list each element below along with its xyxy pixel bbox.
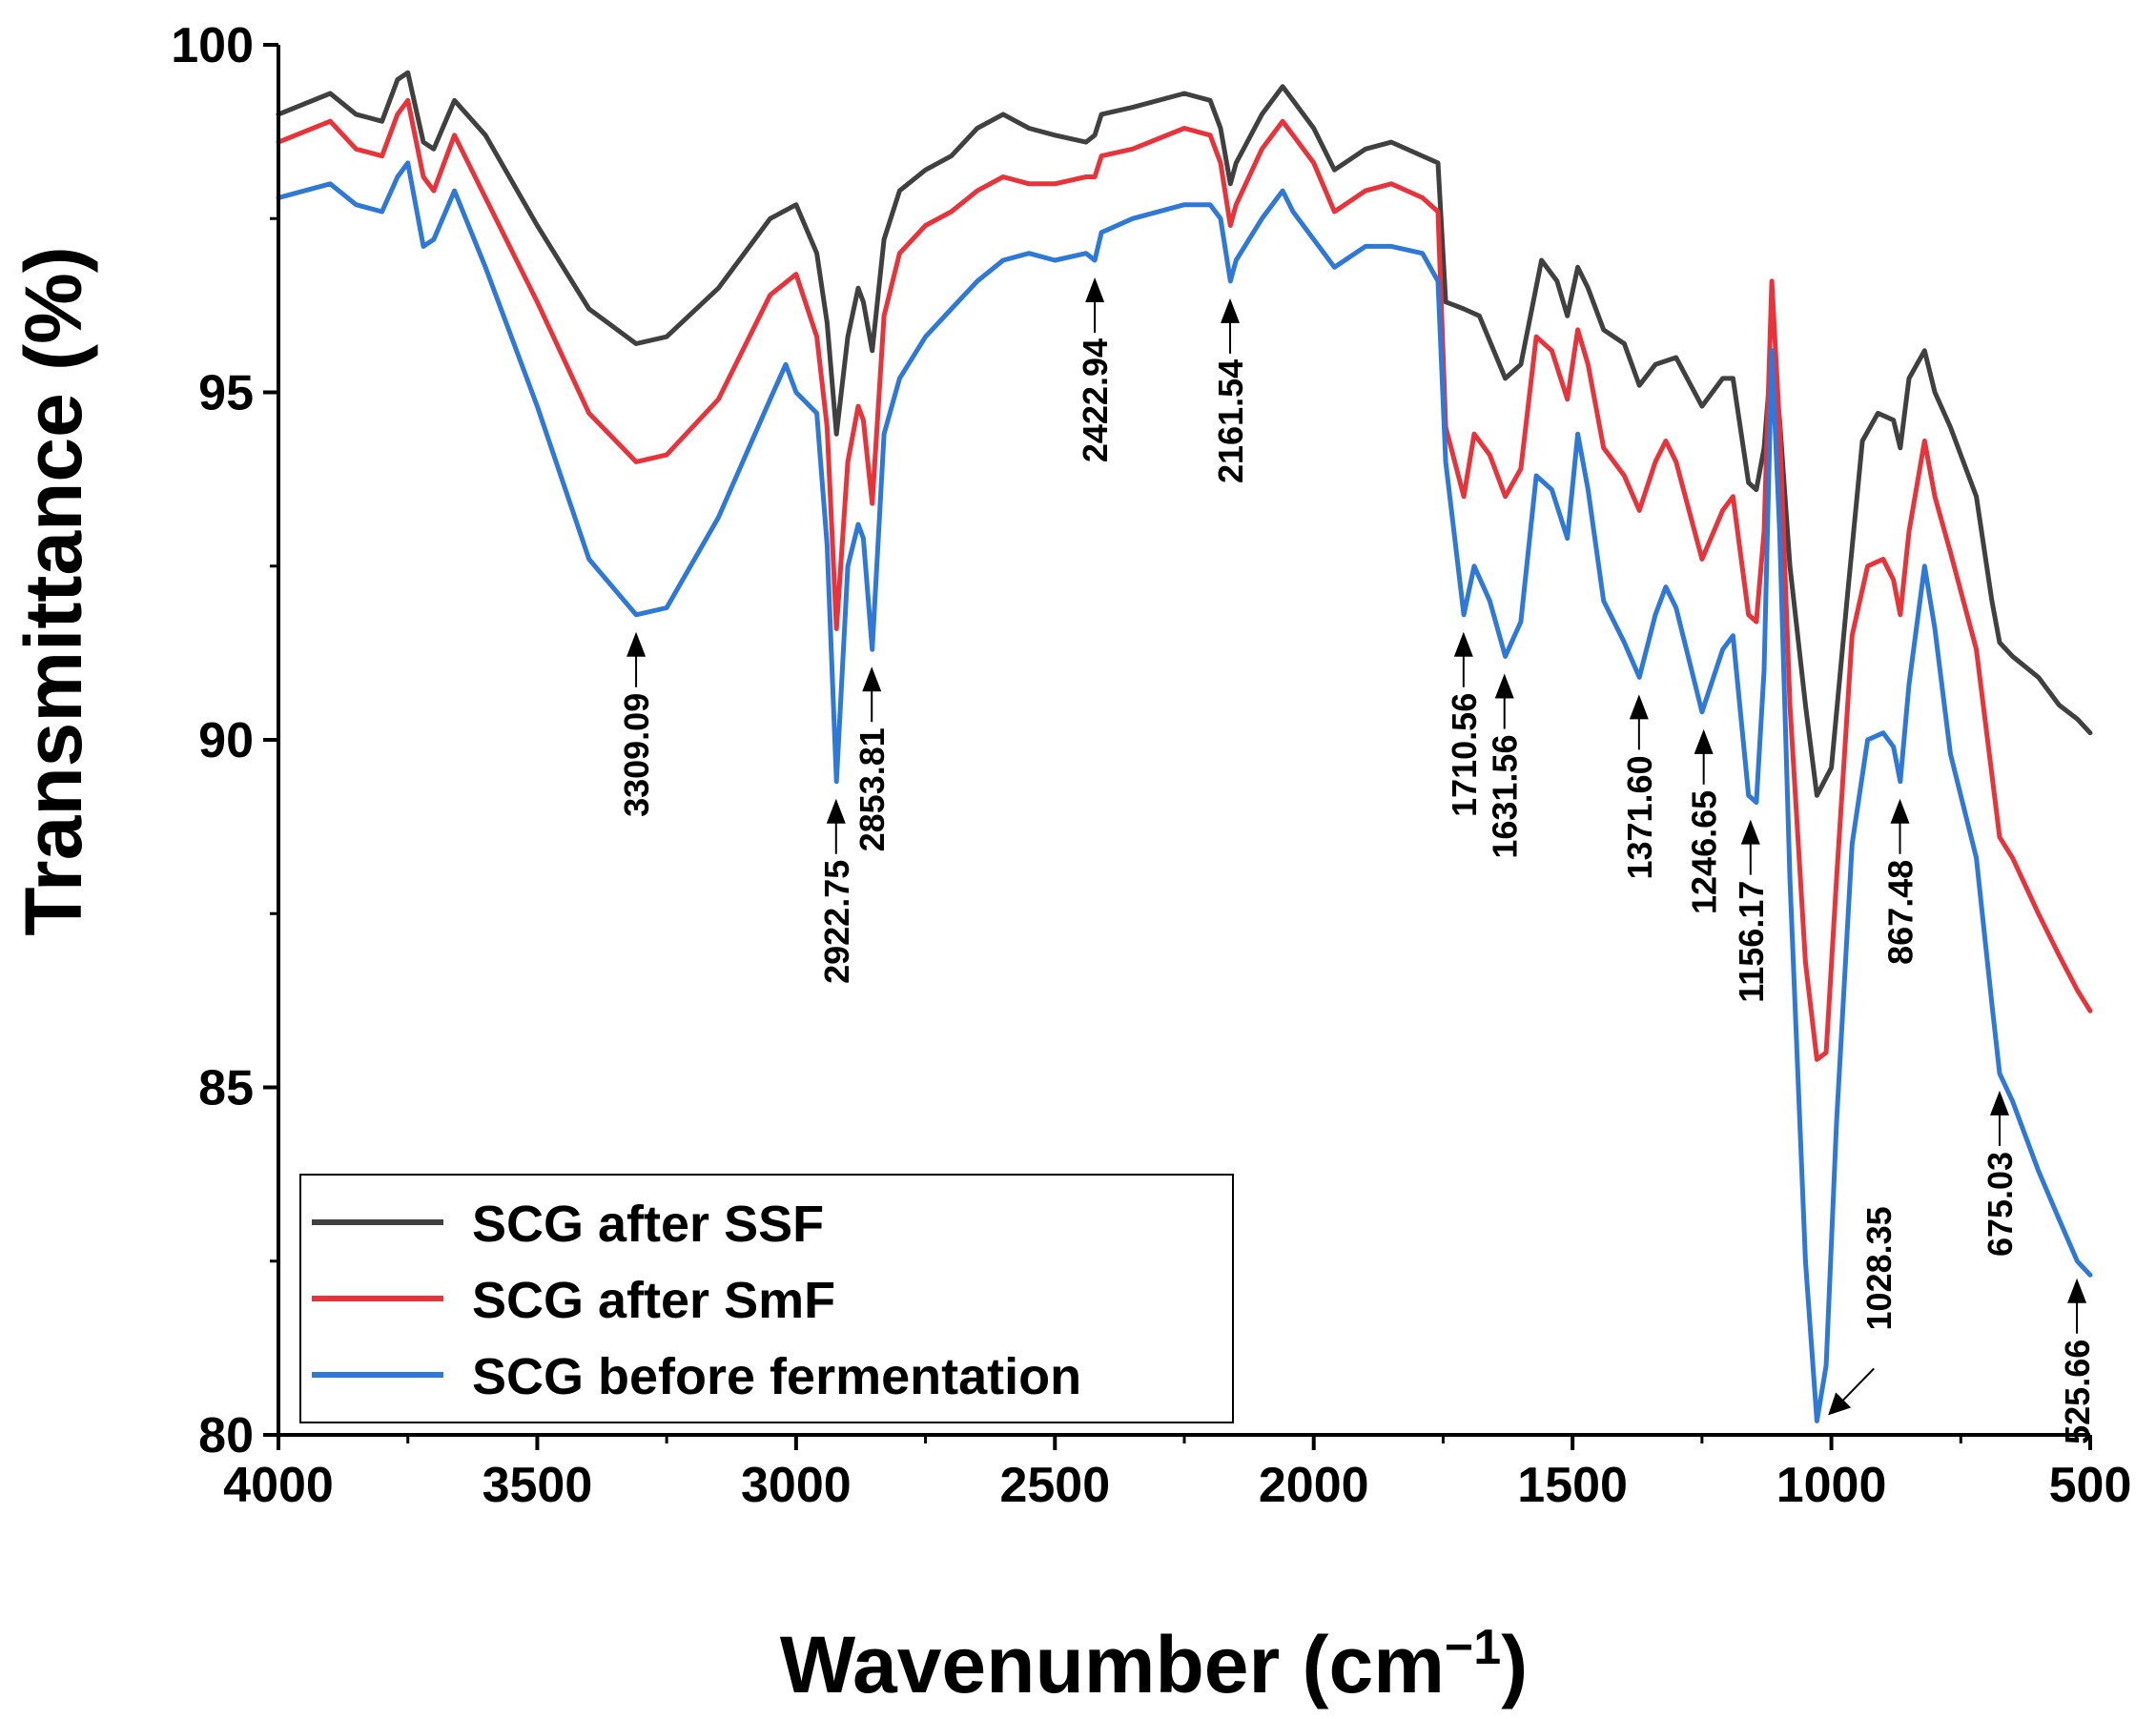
legend-label: SCG after SSF	[472, 1196, 824, 1253]
peak-annotation: 2422.94	[1076, 276, 1115, 462]
y-tick-label: 95	[198, 366, 254, 421]
peak-label: 1710.56	[1445, 693, 1484, 817]
annotation-layer: 3309.09 2922.75 2853.81 2422.94 2161.54 1710.…	[617, 276, 2097, 1444]
peak-annotation: 2922.75	[817, 798, 856, 984]
peak-annotation: 2161.54	[1211, 297, 1250, 483]
legend-label: SCG before fermentation	[472, 1348, 1081, 1405]
peak-label: 1028.35	[1859, 1206, 1899, 1330]
peak-arrow-shaft	[1837, 1367, 1875, 1407]
peak-arrow-head	[1629, 694, 1649, 720]
peak-annotation: 1156.17	[1732, 819, 1771, 1003]
x-tick-label: 2500	[999, 1458, 1110, 1513]
series-line-1	[276, 70, 2093, 798]
peak-label: 525.66	[2058, 1340, 2097, 1444]
peak-arrow-head	[1453, 631, 1473, 657]
peak-annotation: 1028.35	[1828, 1206, 1899, 1416]
peak-arrow-head	[1085, 276, 1105, 302]
peak-arrow-head	[1694, 728, 1714, 754]
legend-box	[299, 1174, 1234, 1423]
x-tick-label: 4000	[223, 1458, 334, 1513]
peak-label: 2922.75	[817, 860, 856, 984]
peak-annotation: 525.66	[2058, 1278, 2097, 1444]
x-tick-label: 3000	[741, 1458, 852, 1513]
peak-arrow-head	[1740, 819, 1760, 845]
peak-arrow-head	[1890, 798, 1910, 824]
peak-annotation: 1246.65	[1685, 728, 1724, 914]
peak-annotation: 675.03	[1981, 1090, 2020, 1257]
peak-arrow-head	[1494, 673, 1514, 699]
x-tick-label: 3500	[483, 1458, 593, 1513]
peak-label: 1246.65	[1685, 790, 1724, 914]
y-tick-label: 80	[198, 1408, 254, 1463]
peak-label: 3309.09	[617, 693, 656, 817]
legend-label: SCG after SmF	[472, 1272, 835, 1329]
peak-arrow-head	[1221, 297, 1241, 323]
y-axis-title: Transmittance (%)	[9, 246, 98, 936]
x-tick-label: 500	[2049, 1458, 2132, 1513]
peak-annotation: 2853.81	[852, 666, 892, 851]
peak-label: 1156.17	[1732, 881, 1771, 1003]
legend: SCG after SSF SCG after SmF SCG before fer…	[299, 1174, 1234, 1423]
axes: 80 85 90 95 100 4000 3500 3000 2500 2000 1500 1000 5…	[171, 18, 2131, 1513]
y-tick-label: 90	[198, 713, 254, 768]
x-axis-title-sup: −1	[1445, 1620, 1501, 1675]
peak-annotation: 1710.56	[1445, 631, 1484, 817]
peak-label: 675.03	[1981, 1152, 2020, 1257]
series-line-2	[276, 97, 2093, 1062]
x-axis-title-close: )	[1501, 1620, 1528, 1709]
peak-label: 2161.54	[1211, 359, 1250, 483]
peak-label: 867.48	[1881, 860, 1920, 965]
x-tick-label: 2000	[1259, 1458, 1369, 1513]
x-axis-title: Wavenumber (cm−1)	[780, 1620, 1528, 1709]
series-layer	[276, 70, 2093, 1423]
x-tick-label: 1500	[1517, 1458, 1628, 1513]
x-axis-title-main: Wavenumber (cm	[780, 1620, 1445, 1709]
peak-annotation: 3309.09	[617, 631, 656, 817]
peak-label: 1631.56	[1486, 735, 1525, 859]
y-tick-label: 85	[198, 1061, 254, 1116]
peak-arrow-head	[1828, 1392, 1852, 1416]
peak-annotation: 867.48	[1881, 798, 1920, 965]
x-tick-label: 1000	[1776, 1458, 1887, 1513]
peak-label: 2422.94	[1076, 338, 1115, 462]
peak-arrow-head	[1989, 1090, 2009, 1115]
peak-annotation: 1371.60	[1620, 694, 1659, 880]
y-tick-label: 100	[171, 18, 254, 73]
peak-label: 2853.81	[852, 727, 892, 851]
peak-arrow-head	[626, 631, 647, 657]
peak-arrow-head	[2067, 1278, 2087, 1303]
peak-arrow-head	[826, 798, 846, 824]
peak-label: 1371.60	[1620, 755, 1659, 879]
peak-annotation: 1631.56	[1486, 673, 1525, 859]
series-line-3	[276, 160, 2093, 1423]
peak-arrow-head	[862, 666, 882, 692]
